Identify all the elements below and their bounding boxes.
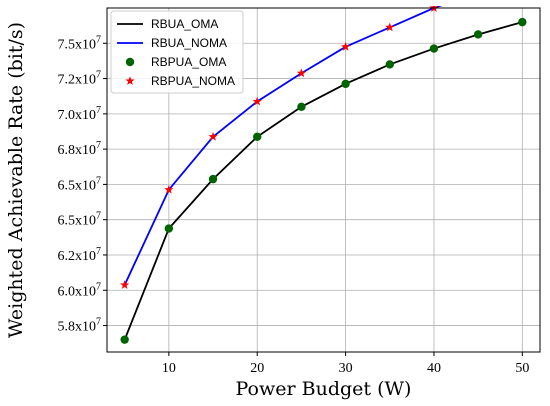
data-point-rbpua_noma <box>164 184 174 194</box>
legend-box <box>110 10 244 94</box>
data-point-rbpua_noma <box>296 68 306 78</box>
y-tick-label: 6.5x107 <box>58 175 102 193</box>
y-tick-label: 7.2x107 <box>58 70 102 88</box>
y-tick-label: 7.0x107 <box>58 105 102 123</box>
plot-frame <box>106 7 541 353</box>
data-point-rbpua_oma <box>518 17 527 27</box>
y-tick-label: 6.5x107 <box>58 211 102 229</box>
series-layer <box>120 6 527 344</box>
legend-swatch-rbpua_oma <box>125 57 135 67</box>
data-point-rbpua_oma <box>208 174 218 184</box>
data-point-rbpua_noma <box>120 280 130 289</box>
data-point-rbpua_oma <box>164 224 174 233</box>
y-tick-label: 5.8x107 <box>58 317 102 335</box>
x-tick-label: 40 <box>427 361 441 376</box>
legend-label-rbua_noma: RBUA_NOMA <box>151 36 227 50</box>
legend-label-rbpua_oma: RBPUA_OMA <box>151 55 226 69</box>
y-tick-label: 6.2x107 <box>58 246 102 264</box>
x-tick-label: 20 <box>250 361 264 376</box>
data-point-rbpua_oma <box>385 60 394 69</box>
data-point-rbpua_noma <box>208 131 218 141</box>
data-point-rbpua_oma <box>253 132 262 141</box>
legend-label-rbua_oma: RBUA_OMA <box>151 17 218 31</box>
data-point-rbpua_oma <box>341 79 350 89</box>
legend: RBUA_OMA RBUA_NOMA RBPUA_OMA RBPUA_NOMA <box>110 10 244 94</box>
x-tick-label: 10 <box>162 361 176 376</box>
y-tick-label: 7.5x107 <box>58 34 102 52</box>
y-tick-label: 6.0x107 <box>58 281 102 299</box>
y-tick-label: 6.8x107 <box>58 140 102 158</box>
ticks: 10 20 30 40 50 5.8x107 6.2x107 6.5x107 7.0x107 7.… <box>58 34 530 376</box>
data-point-rbpua_noma <box>385 22 395 32</box>
data-point-rbpua_noma <box>429 6 439 12</box>
data-point-rbpua_oma <box>429 44 439 53</box>
legend-swatch-rbpua_noma <box>125 76 135 85</box>
series-line-rbua_noma <box>123 6 443 286</box>
y-axis-title: Weighted Achievable Rate (bit/s) <box>5 22 27 338</box>
data-point-rbpua_oma <box>297 102 306 111</box>
data-point-rbpua_oma <box>120 335 129 344</box>
series-line-rbua_oma <box>123 21 523 340</box>
x-axis-title: Power Budget (W) <box>236 378 412 400</box>
data-point-rbpua_noma <box>252 96 262 106</box>
grid <box>107 8 540 352</box>
x-tick-label: 50 <box>515 361 529 376</box>
data-point-rbpua_oma <box>473 30 483 39</box>
data-point-rbpua_noma <box>341 42 351 51</box>
legend-label-rbpua_noma: RBPUA_NOMA <box>151 74 235 88</box>
x-tick-label: 30 <box>339 361 353 376</box>
